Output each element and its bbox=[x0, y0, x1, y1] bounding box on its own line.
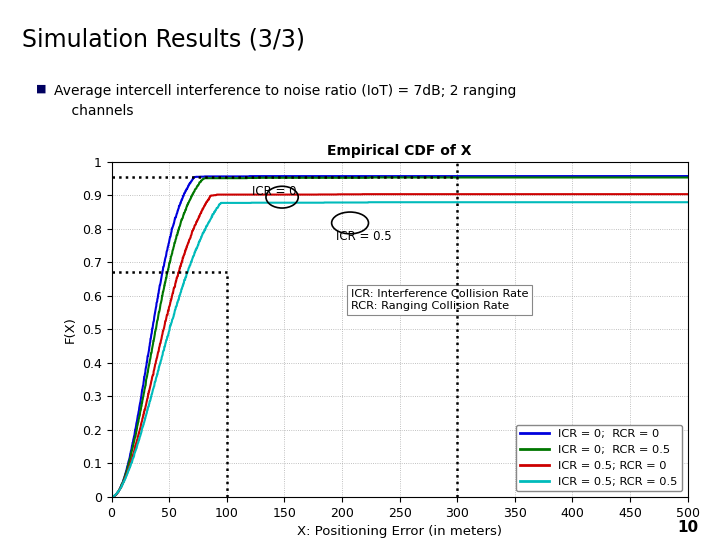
Legend: ICR = 0;  RCR = 0, ICR = 0;  RCR = 0.5, ICR = 0.5; RCR = 0, ICR = 0.5; RCR = 0.5: ICR = 0; RCR = 0, ICR = 0; RCR = 0.5, IC… bbox=[516, 425, 682, 491]
Text: ICR = 0: ICR = 0 bbox=[252, 185, 297, 199]
Text: ICR = 0.5: ICR = 0.5 bbox=[336, 230, 392, 242]
Text: ■: ■ bbox=[36, 84, 47, 94]
Text: Average intercell interference to noise ratio (IoT) = 7dB; 2 ranging: Average intercell interference to noise … bbox=[54, 84, 516, 98]
Text: 10: 10 bbox=[678, 519, 698, 535]
Text: ICR: Interference Collision Rate
RCR: Ranging Collision Rate: ICR: Interference Collision Rate RCR: Ra… bbox=[351, 289, 528, 311]
Text: Simulation Results (3/3): Simulation Results (3/3) bbox=[22, 27, 305, 51]
X-axis label: X: Positioning Error (in meters): X: Positioning Error (in meters) bbox=[297, 525, 502, 538]
Title: Empirical CDF of X: Empirical CDF of X bbox=[328, 144, 472, 158]
Y-axis label: F(X): F(X) bbox=[63, 316, 76, 343]
Text: channels: channels bbox=[54, 104, 133, 118]
